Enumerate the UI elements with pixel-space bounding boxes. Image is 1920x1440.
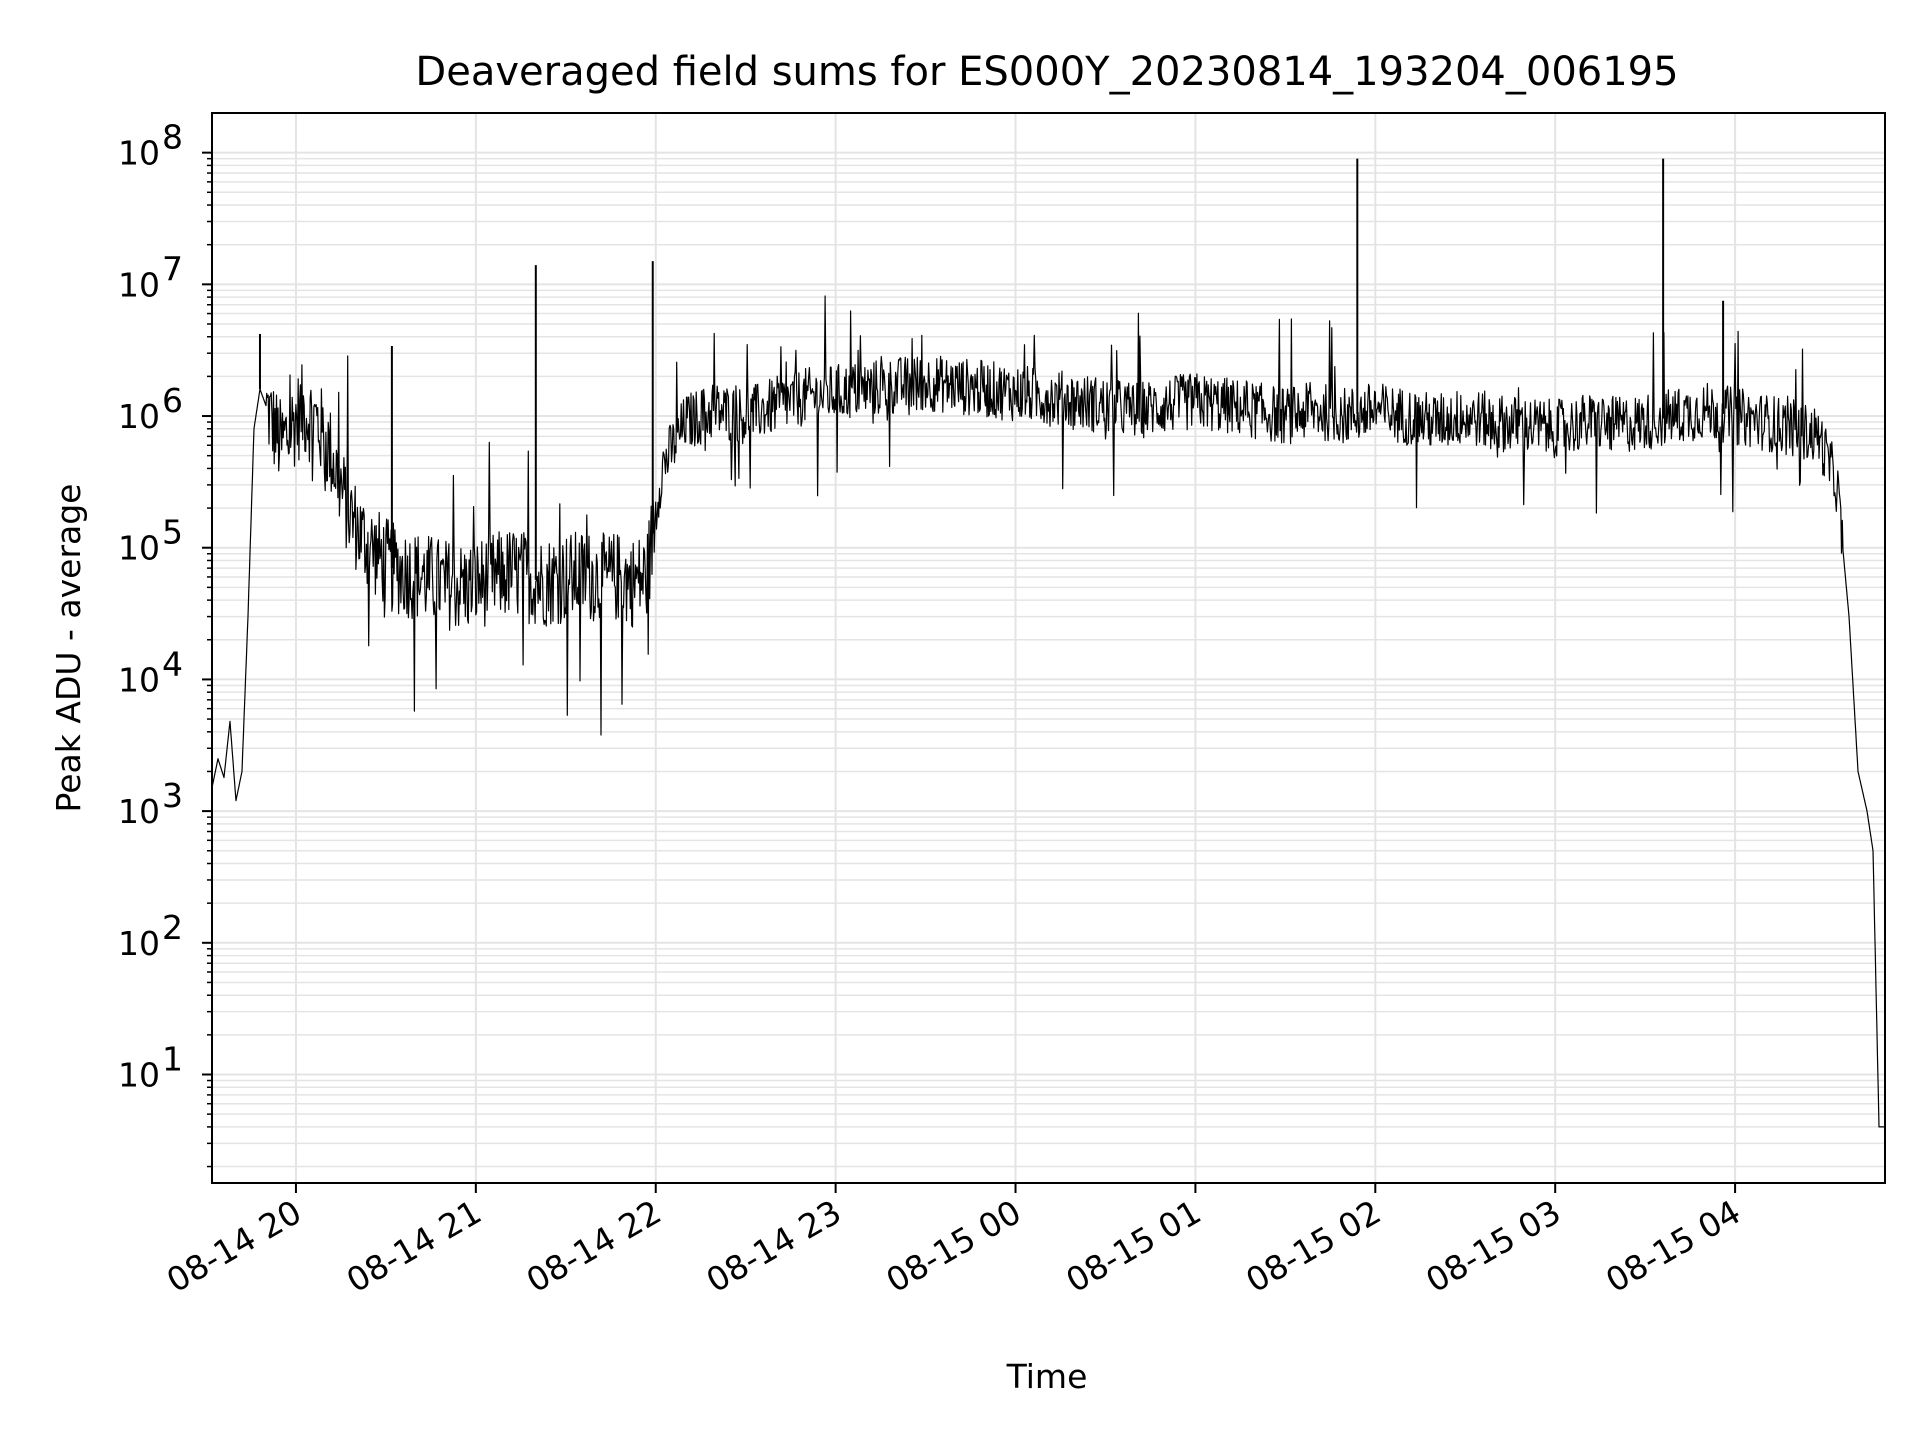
y-tick-label: 10 <box>118 792 160 831</box>
y-tick-label: 10 <box>118 660 160 699</box>
y-tick-exponent: 8 <box>162 118 183 157</box>
y-tick-exponent: 5 <box>162 513 183 552</box>
plot-frame <box>211 112 1886 1184</box>
y-tick-label: 10 <box>118 1055 160 1094</box>
series <box>211 158 1885 1128</box>
grid <box>212 113 1885 1183</box>
y-tick-exponent: 4 <box>162 644 183 683</box>
x-axis-title: Time <box>1006 1357 1088 1396</box>
y-tick-label: 10 <box>118 529 160 568</box>
y-tick-label: 10 <box>118 134 160 173</box>
y-tick-label: 10 <box>118 265 160 304</box>
y-tick-exponent: 1 <box>162 1039 183 1078</box>
y-axis-title: Peak ADU - average <box>49 484 88 813</box>
y-tick-exponent: 3 <box>162 776 183 815</box>
y-tick-exponent: 6 <box>162 381 183 420</box>
y-tick-label: 10 <box>118 397 160 436</box>
y-tick-exponent: 2 <box>162 908 183 947</box>
series-line <box>211 295 1885 1128</box>
chart-title: Deaveraged field sums for ES000Y_2023081… <box>415 49 1678 95</box>
y-tick-exponent: 7 <box>162 249 183 288</box>
y-tick-label: 10 <box>118 924 160 963</box>
